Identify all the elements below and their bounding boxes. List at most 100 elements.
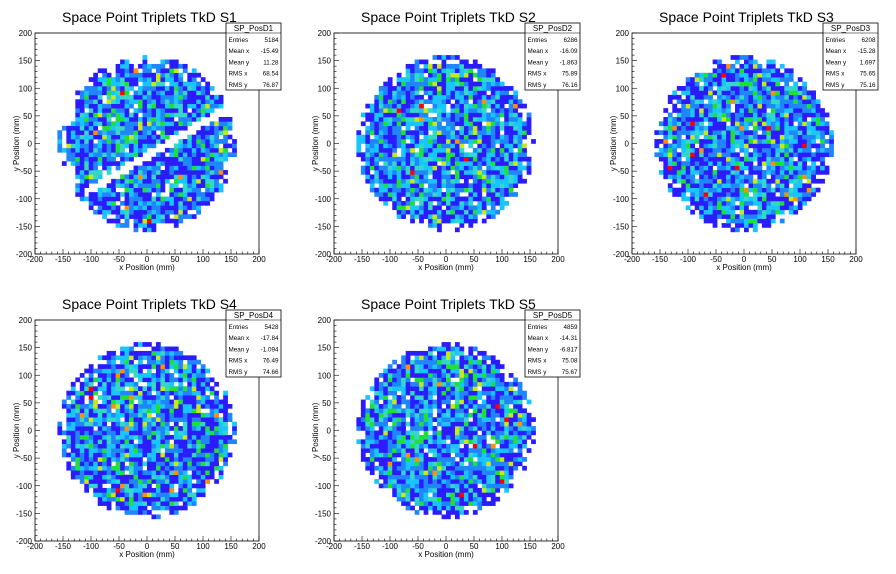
heatmap-cell <box>164 103 170 109</box>
heatmap-cell <box>155 183 161 188</box>
heatmap-cell <box>155 68 161 74</box>
heatmap-cell <box>120 94 125 100</box>
heatmap-cell <box>160 63 166 69</box>
heatmap-cell <box>405 156 411 162</box>
heatmap-cell <box>160 86 166 91</box>
heatmap-cell <box>806 192 812 197</box>
heatmap-cell <box>396 192 402 197</box>
heatmap-cell <box>378 443 384 449</box>
heatmap-cell <box>93 470 99 475</box>
heatmap-cell <box>437 125 442 131</box>
heatmap-cell <box>115 501 121 506</box>
heatmap-cell <box>182 200 188 206</box>
heatmap-cell <box>374 139 380 144</box>
heatmap-cell <box>770 187 776 193</box>
heatmap-cell <box>187 426 193 431</box>
heatmap-cell <box>721 165 727 171</box>
heatmap-cell <box>793 161 799 166</box>
heatmap-cell <box>178 457 184 462</box>
heatmap-cell <box>387 156 393 162</box>
heatmap-cell <box>410 94 415 100</box>
heatmap-cell <box>129 496 134 502</box>
heatmap-cell <box>182 90 188 96</box>
heatmap-cell <box>726 161 731 166</box>
heatmap-cell <box>712 187 718 193</box>
heatmap-cell <box>663 130 669 135</box>
heatmap-cell <box>454 86 460 91</box>
heatmap-cell <box>191 474 197 480</box>
heatmap-cell <box>401 139 406 144</box>
heatmap-cell <box>419 209 424 215</box>
heatmap-cell <box>178 139 184 144</box>
stats-label: Mean y <box>229 59 251 66</box>
heatmap-cell <box>182 470 188 475</box>
heatmap-cell <box>396 403 402 409</box>
heatmap-cell <box>499 81 505 87</box>
heatmap-cell <box>508 174 514 180</box>
heatmap-cell <box>196 465 202 471</box>
heatmap-cell <box>205 170 211 175</box>
heatmap-cells <box>57 55 237 233</box>
heatmap-cell <box>757 121 763 127</box>
heatmap-cell <box>182 461 188 467</box>
heatmap-cell <box>173 81 179 87</box>
heatmap-cell <box>191 86 197 91</box>
heatmap-cell <box>191 470 197 475</box>
heatmap-cell <box>410 130 415 135</box>
heatmap-cell <box>788 72 794 78</box>
heatmap-cell <box>164 359 170 365</box>
heatmap-cell <box>784 77 790 82</box>
heatmap-cell <box>200 147 206 153</box>
heatmap-cell <box>164 399 170 405</box>
heatmap-cell <box>97 86 103 91</box>
heatmap-cell <box>75 461 81 467</box>
heatmap-cell <box>102 492 107 498</box>
heatmap-cell <box>508 147 514 153</box>
heatmap-cell <box>164 209 170 215</box>
heatmap-cell <box>115 130 121 135</box>
heatmap-cell <box>129 479 134 484</box>
heatmap-cell <box>124 408 130 414</box>
heatmap-cell <box>708 90 713 96</box>
heatmap-cell <box>142 72 148 78</box>
heatmap-cell <box>392 134 398 140</box>
heatmap-cell <box>495 77 501 82</box>
heatmap-cell <box>454 116 460 122</box>
heatmap-cell <box>699 192 704 197</box>
heatmap-cell <box>106 200 112 206</box>
heatmap-cell <box>374 125 380 131</box>
histogram-panel-1: Space Point Triplets TkD S1-200-200-150-… <box>12 9 282 272</box>
heatmap-cell <box>79 116 85 122</box>
heatmap-cell <box>102 192 107 197</box>
heatmap-cell <box>468 103 474 109</box>
heatmap-cell <box>712 103 718 109</box>
heatmap-cell <box>708 112 713 118</box>
heatmap-cell <box>115 364 121 369</box>
heatmap-cell <box>120 183 125 188</box>
heatmap-cell <box>138 470 143 475</box>
heatmap-cell <box>468 170 474 175</box>
heatmap-cell <box>124 395 130 400</box>
heatmap-cell <box>481 116 487 122</box>
heatmap-cell <box>218 470 224 475</box>
heatmap-cell <box>450 178 456 184</box>
heatmap-cell <box>75 448 81 453</box>
heatmap-cell <box>739 200 745 206</box>
heatmap-cell <box>75 125 81 131</box>
heatmap-cell <box>196 386 202 392</box>
heatmap-cell <box>102 355 107 361</box>
heatmap-cell <box>191 373 197 378</box>
heatmap-cell <box>187 192 193 197</box>
heatmap-cell <box>504 165 510 171</box>
heatmap-cell <box>761 152 767 158</box>
heatmap-cell <box>428 68 433 74</box>
heatmap-cell <box>717 165 722 171</box>
heatmap-cell <box>93 165 99 171</box>
y-tick-label: 0 <box>28 140 33 149</box>
heatmap-cell <box>88 147 94 153</box>
heatmap-cell <box>779 178 785 184</box>
heatmap-cell <box>820 112 825 118</box>
heatmap-cell <box>802 161 808 166</box>
heatmap-cell <box>437 218 442 224</box>
heatmap-cell <box>490 116 496 122</box>
